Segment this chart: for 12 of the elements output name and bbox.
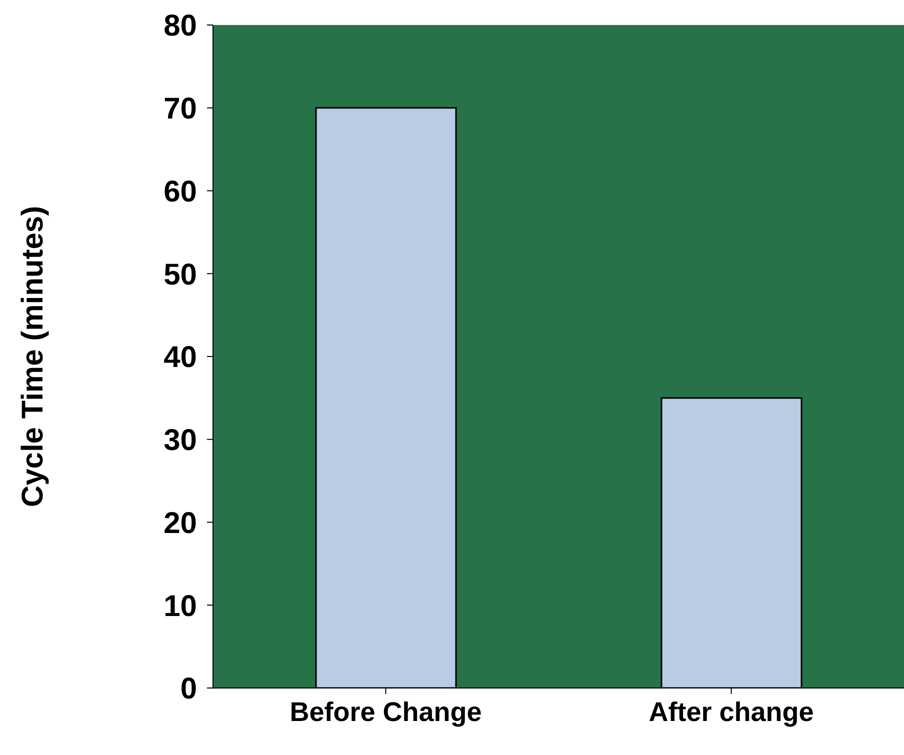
x-tick-label: After change (648, 697, 814, 728)
y-tick-label: 50 (164, 258, 197, 292)
x-tick-label: Before Change (290, 697, 482, 728)
y-axis-title: Cycle Time (minutes) (16, 206, 50, 508)
y-tick-label: 10 (164, 590, 197, 623)
y-tick-label: 0 (180, 672, 197, 706)
y-tick-label: 30 (164, 424, 197, 458)
y-tick-label: 40 (164, 341, 197, 374)
y-tick-label: 80 (164, 10, 197, 43)
y-tick-label: 20 (164, 506, 197, 540)
y-tick-label: 60 (164, 175, 197, 208)
y-tick-label: 70 (164, 92, 197, 126)
